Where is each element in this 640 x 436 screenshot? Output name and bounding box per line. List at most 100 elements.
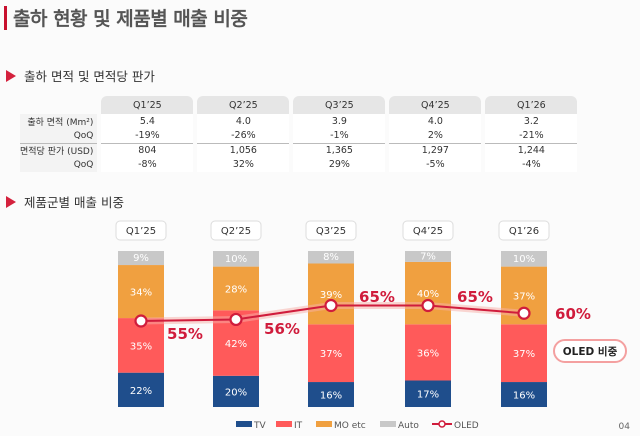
bar-segment-it (308, 324, 354, 383)
category-header-box (498, 220, 550, 241)
bar-segment-tv (308, 382, 354, 407)
data-label: 37% (320, 349, 342, 360)
category-label: Q1’26 (509, 226, 539, 237)
bar-segment-auto (405, 251, 451, 262)
column-header: Q1’25 (101, 96, 194, 114)
row-label: 출하 면적 (Mm²) (20, 114, 98, 129)
category-header-box (402, 220, 454, 241)
column-header: Q4’25 (389, 96, 482, 114)
table-cell: 1,244 (485, 143, 578, 158)
category-header-box (115, 220, 167, 241)
bar-segment-tv (213, 375, 259, 407)
legend-swatch (380, 421, 396, 427)
table-cell: 3.2 (485, 114, 578, 129)
data-label: 8% (323, 252, 339, 263)
section-heading-shipment: 출하 면적 및 면적당 판가 (6, 66, 155, 85)
oled-point (229, 312, 243, 327)
table-cell: 4.0 (389, 114, 482, 129)
column-header: Q2’25 (197, 96, 290, 114)
bar-segment-mo-etc (118, 265, 164, 319)
table-cell: 1,056 (197, 143, 290, 158)
category-label: Q2’25 (221, 226, 251, 237)
oled-label: 65% (457, 288, 493, 306)
table-cell: -4% (485, 157, 578, 172)
data-label: 40% (417, 289, 439, 300)
data-label: 10% (225, 254, 247, 265)
bar-segment-tv (405, 380, 451, 407)
bar-segment-mo-etc (405, 261, 451, 325)
section-heading-revenue: 제품군별 매출 비중 (6, 192, 124, 211)
oled-label: 55% (167, 325, 203, 343)
bar-segment-auto (308, 251, 354, 264)
data-label: 20% (225, 387, 247, 398)
table-cell: 804 (101, 143, 194, 158)
bar-segment-mo-etc (213, 266, 259, 311)
table-cell: 1,297 (389, 143, 482, 158)
data-label: 35% (130, 341, 152, 352)
legend-swatch (316, 421, 332, 427)
category-label: Q3’25 (316, 226, 346, 237)
table-row: QoQ -8% 32% 29% -5% -4% (20, 157, 578, 172)
shipment-table: Q1’25 Q2’25 Q3’25 Q4’25 Q1’26 출하 면적 (Mm²… (16, 96, 581, 172)
column-header: Q3’25 (293, 96, 386, 114)
bar-segment-it (405, 324, 451, 381)
table-cell: 1,365 (293, 143, 386, 158)
row-label: QoQ (20, 128, 98, 143)
table-row: 면적당 판가 (USD) 804 1,056 1,365 1,297 1,244 (20, 143, 578, 158)
table-cell: -26% (197, 128, 290, 143)
bar-segment-mo-etc (308, 263, 354, 325)
data-label: 10% (513, 254, 535, 265)
bar-segment-auto (213, 251, 259, 267)
legend-label: TV (253, 421, 266, 431)
data-label: 7% (420, 251, 436, 262)
title-accent-bar (4, 6, 7, 30)
data-label: 17% (417, 390, 439, 401)
table-row: 출하 면적 (Mm²) 5.4 4.0 3.9 4.0 3.2 (20, 114, 578, 129)
legend-label: IT (294, 421, 303, 431)
oled-point (324, 298, 338, 313)
legend-label: Auto (398, 421, 419, 431)
data-label: 39% (320, 290, 342, 301)
category-label: Q1’25 (126, 226, 156, 237)
table-cell: -21% (485, 128, 578, 143)
data-label: 42% (225, 339, 247, 350)
table-cell: -1% (293, 128, 386, 143)
legend-label: MO etc (334, 421, 366, 431)
legend-swatch (236, 421, 252, 427)
data-label: 22% (130, 386, 152, 397)
data-label: 28% (225, 284, 247, 295)
bar-segment-tv (118, 372, 164, 407)
oled-point (421, 298, 435, 313)
data-label: 37% (513, 349, 535, 360)
section-label: 제품군별 매출 비중 (24, 195, 124, 210)
oled-callout-text: OLED 비중 (563, 345, 618, 358)
column-header: Q1’26 (485, 96, 578, 114)
category-header-box (305, 220, 357, 241)
table-cell: 29% (293, 157, 386, 172)
data-label: 16% (513, 391, 535, 402)
oled-callout (553, 339, 627, 363)
table-cell: -8% (101, 157, 194, 172)
legend-swatch (276, 421, 292, 427)
table-cell: 2% (389, 128, 482, 143)
table-cell: -5% (389, 157, 482, 172)
table-cell: 32% (197, 157, 290, 172)
data-label: 16% (320, 391, 342, 402)
bar-segment-tv (501, 382, 547, 407)
table-cell: 5.4 (101, 114, 194, 129)
table-cell: 3.9 (293, 114, 386, 129)
oled-point (134, 314, 148, 328)
section-label: 출하 면적 및 면적당 판가 (24, 69, 155, 84)
page-title: 출하 현황 및 제품별 매출 비중 (13, 8, 248, 30)
data-label: 34% (130, 288, 152, 299)
category-header-box (210, 220, 262, 241)
page-number: 04 (618, 422, 630, 432)
data-label: 36% (417, 348, 439, 359)
oled-label: 65% (359, 288, 395, 306)
category-label: Q4’25 (413, 226, 443, 237)
bar-segment-auto (501, 251, 547, 267)
oled-point (517, 306, 531, 320)
oled-label: 60% (555, 305, 591, 323)
data-label: 9% (133, 253, 149, 264)
